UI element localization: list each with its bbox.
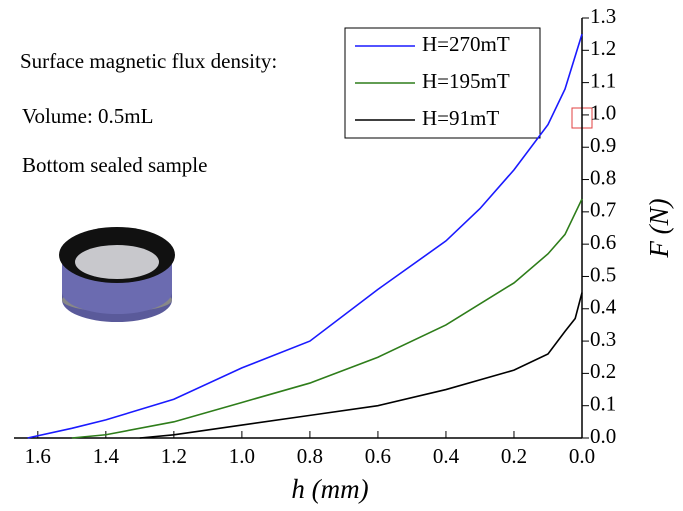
y-tick-label: 0.2 <box>590 359 616 383</box>
x-tick-label: 1.4 <box>93 444 120 468</box>
y-tick-label: 0.9 <box>590 133 616 157</box>
annotation: Surface magnetic flux density: <box>20 49 277 73</box>
y-tick-label: 1.1 <box>590 68 616 92</box>
x-tick-label: 0.0 <box>569 444 595 468</box>
y-tick-label: 0.8 <box>590 165 616 189</box>
x-axis-title: h (mm) <box>291 474 368 504</box>
annotation: Volume: 0.5mL <box>22 104 153 128</box>
y-tick-label: 0.7 <box>590 198 616 222</box>
x-tick-label: 0.4 <box>433 444 460 468</box>
legend-label: H=195mT <box>422 69 510 93</box>
y-tick-label: 0.1 <box>590 392 616 416</box>
x-tick-label: 1.6 <box>25 444 51 468</box>
x-tick-label: 0.2 <box>501 444 527 468</box>
y-tick-label: 1.3 <box>590 4 616 28</box>
y-tick-label: 1.2 <box>590 36 616 60</box>
x-tick-label: 1.2 <box>161 444 187 468</box>
sample-icon <box>59 227 175 322</box>
x-tick-label: 1.0 <box>229 444 255 468</box>
y-tick-label: 0.4 <box>590 295 617 319</box>
line <box>27 33 583 439</box>
x-tick-label: 0.6 <box>365 444 391 468</box>
annotation: Bottom sealed sample <box>22 153 207 177</box>
y-tick-label: 0.5 <box>590 262 616 286</box>
y-tick-label: 1.0 <box>590 101 616 125</box>
y-axis-title: F (N) <box>644 198 674 258</box>
legend-label: H=91mT <box>422 106 499 130</box>
y-tick-label: 0.0 <box>590 424 616 448</box>
line <box>71 198 583 439</box>
line <box>139 292 583 439</box>
x-tick-label: 0.8 <box>297 444 323 468</box>
y-tick-label: 0.6 <box>590 230 616 254</box>
legend-label: H=270mT <box>422 32 510 56</box>
y-tick-label: 0.3 <box>590 327 616 351</box>
